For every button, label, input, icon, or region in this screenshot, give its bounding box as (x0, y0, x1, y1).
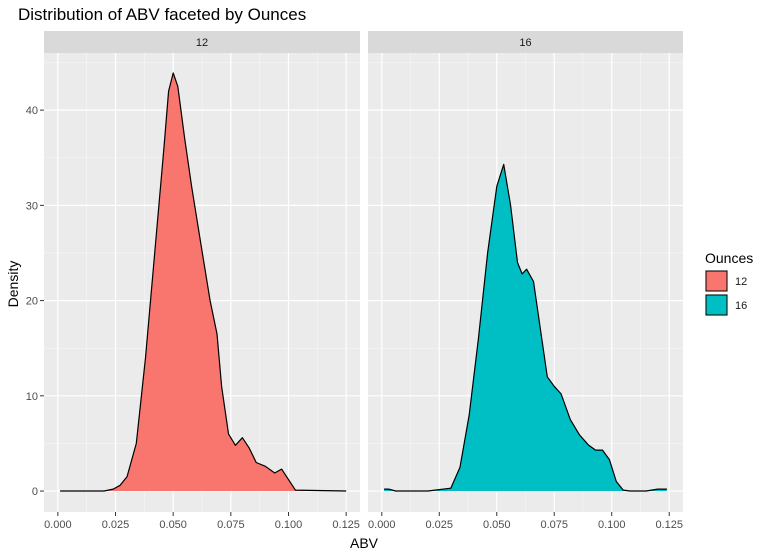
x-axis-title-group: ABV (350, 535, 379, 551)
y-tick-label: 0 (32, 486, 38, 498)
legend-item-16: 16 (705, 294, 747, 316)
density-area-12 (60, 73, 347, 491)
y-tick-label: 10 (26, 391, 38, 403)
x-tick-label: 0.125 (655, 519, 683, 531)
facet-panel-12: 12 0.000 0.025 0.050 0.075 0.100 0.125 0 10 20 30 4… (26, 31, 360, 531)
facet-strip (44, 31, 360, 53)
y-axis-title-group: Density (5, 261, 21, 308)
density-area-16 (384, 164, 667, 491)
y-axis-title: Density (5, 261, 21, 308)
legend-title: Ounces (705, 250, 753, 266)
x-tick-label: 0.000 (44, 519, 72, 531)
y-tick-label: 40 (26, 105, 38, 117)
x-tick-label: 0.000 (368, 519, 396, 531)
facet-strip-label: 16 (519, 37, 531, 49)
legend-swatch (705, 294, 728, 316)
x-tick-label: 0.050 (483, 519, 511, 531)
y-tick-label: 20 (26, 296, 38, 308)
legend-label: 16 (735, 300, 747, 312)
density-outline-16 (384, 163, 667, 492)
x-tick-label: 0.125 (332, 519, 360, 531)
density-outline-12 (60, 72, 347, 492)
y-tick-label: 30 (26, 200, 38, 212)
chart-title: Distribution of ABV faceted by Ounces (18, 5, 306, 24)
facet-panel-16: 16 0.000 0.025 0.050 0.075 0.100 0.125 (368, 31, 683, 531)
legend-label: 12 (735, 276, 747, 288)
x-tick-label: 0.075 (540, 519, 568, 531)
x-tick-label: 0.100 (598, 519, 626, 531)
x-axis-title: ABV (350, 535, 379, 551)
legend-swatch (705, 270, 728, 292)
facet-strip (368, 31, 683, 53)
facet-strip-label: 12 (196, 37, 208, 49)
legend-item-12: 12 (705, 270, 747, 292)
legend: Ounces 12 16 (705, 250, 753, 316)
x-tick-label: 0.025 (102, 519, 130, 531)
x-tick-label: 0.100 (275, 519, 303, 531)
x-tick-label: 0.050 (159, 519, 187, 531)
x-tick-label: 0.075 (217, 519, 245, 531)
x-tick-label: 0.025 (426, 519, 454, 531)
facet-panels: 12 0.000 0.025 0.050 0.075 0.100 0.125 0 10 20 30 4… (26, 31, 683, 531)
